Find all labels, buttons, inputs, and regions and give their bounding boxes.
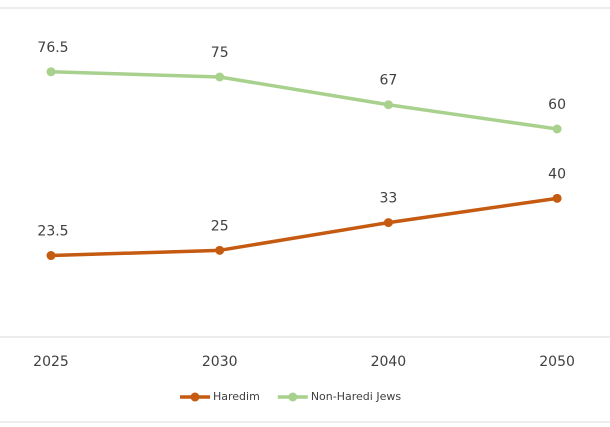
legend-marker	[190, 392, 200, 402]
x-tick-label: 2025	[33, 354, 69, 370]
x-tick-label: 2050	[539, 354, 575, 370]
data-label: 25	[211, 218, 229, 234]
data-label: 23.5	[37, 224, 68, 240]
data-point	[552, 124, 562, 134]
data-point	[552, 193, 562, 203]
data-label: 67	[379, 73, 397, 89]
legend-marker	[288, 392, 298, 402]
legend-label: Haredim	[213, 390, 260, 403]
data-point	[383, 218, 393, 228]
x-tick-label: 2030	[202, 354, 238, 370]
series-line	[50, 70, 558, 131]
legend-label: Non-Haredi Jews	[311, 390, 402, 403]
legend: Haredim Non-Haredi Jews	[180, 390, 401, 403]
x-tick-label: 2040	[371, 354, 407, 370]
data-label: 76.5	[37, 40, 68, 56]
data-label: 75	[211, 45, 229, 61]
data-label: 60	[548, 97, 566, 113]
data-point	[46, 67, 56, 77]
data-point	[215, 245, 225, 255]
data-label: 40	[548, 166, 566, 182]
data-label: 33	[379, 191, 397, 207]
data-point	[46, 251, 56, 261]
series-line	[50, 196, 558, 258]
data-point	[215, 72, 225, 82]
data-point	[383, 100, 393, 110]
